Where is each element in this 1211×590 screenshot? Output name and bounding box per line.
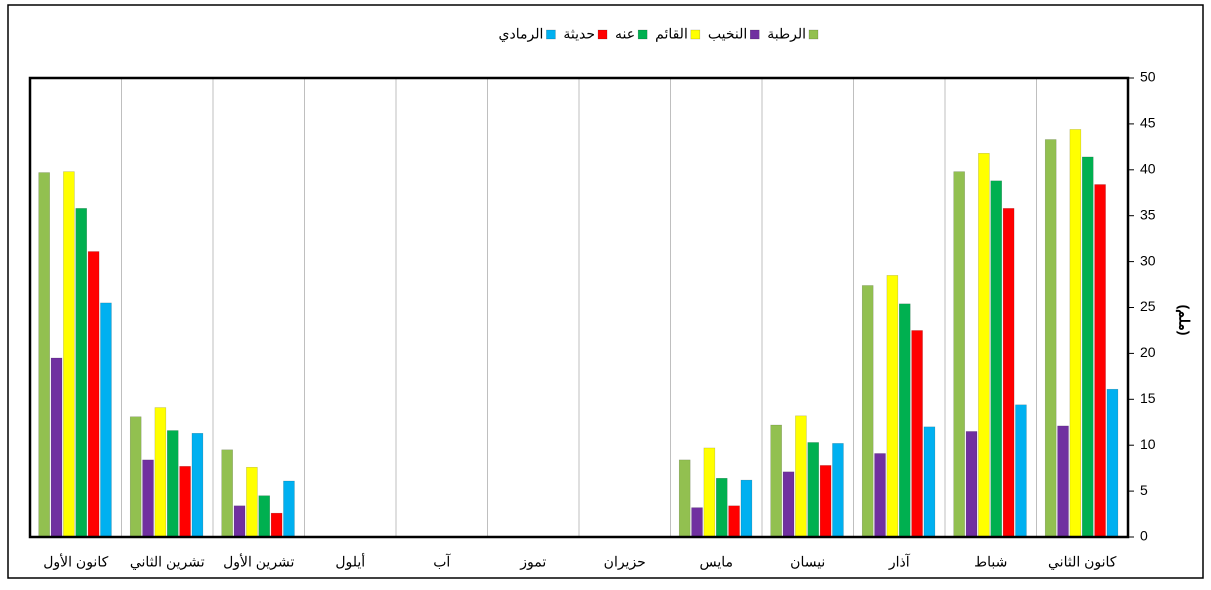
bar [703,447,716,538]
bar [965,431,978,538]
legend-swatch [749,29,760,40]
bar [270,512,283,538]
bar [1094,184,1106,538]
bar [819,465,832,538]
bar [142,459,154,538]
x-tick-label: كانون الأول [43,553,108,571]
bar [179,466,191,538]
bar [258,495,270,538]
bar [1044,139,1057,538]
y-tick-label: 40 [1140,161,1156,177]
bar [129,416,142,538]
bar [861,285,874,538]
bar [1106,388,1119,538]
bar [953,171,965,538]
bar [50,357,63,538]
bar [1057,425,1069,538]
x-tick-label: تشرين الأول [223,553,294,571]
bar [740,479,753,538]
x-tick-label: حزيران [604,554,646,571]
bar [923,426,936,538]
legend-label: الرمادي [499,26,544,43]
x-tick-label: أيلول [335,552,365,571]
bar [221,449,233,538]
y-tick-label: 15 [1140,390,1156,406]
bar [1002,208,1015,538]
bar [832,443,844,538]
bar [87,251,100,538]
bar [246,466,258,538]
bar [911,330,923,538]
legend-label: حديثة [563,26,595,42]
x-tick-label: آذار [888,553,911,571]
y-axis-label: (ملم) [1175,305,1192,336]
x-tick-label: تشرين الثاني [130,554,205,571]
legend-swatch [597,29,608,40]
y-tick-label: 0 [1140,528,1148,544]
bar [100,302,112,538]
bar [167,430,179,538]
bar [716,477,728,538]
y-tick-label: 5 [1140,482,1148,498]
bar [807,442,819,538]
legend-swatch [808,29,819,40]
y-tick-label: 20 [1140,344,1156,360]
bar [1069,129,1082,538]
x-tick-label: شباط [974,554,1007,570]
y-tick-label: 30 [1140,252,1156,268]
bar [678,459,691,538]
bar [283,480,295,538]
legend-label: عنه [615,26,635,42]
legend-swatch [546,29,556,40]
bar [990,180,1002,538]
bar [1082,156,1094,538]
bar [728,505,740,538]
y-tick-label: 35 [1140,206,1156,222]
bar [886,275,899,538]
bar [1015,404,1027,538]
bar [38,172,50,538]
bar [154,407,167,538]
y-tick-label: 50 [1140,69,1156,85]
bar [782,471,795,538]
plot-area-border [28,76,1130,539]
legend-swatch [637,29,648,40]
bar [233,505,246,538]
bar [691,507,703,538]
y-tick-label: 10 [1140,436,1156,452]
bar [191,433,204,538]
x-tick-label: تموز [519,554,546,571]
x-tick-label: آب [433,553,451,570]
x-tick-label: نيسان [790,554,825,570]
legend-swatch [690,29,701,40]
bar [795,415,807,538]
x-tick-label: كانون الثاني [1048,554,1117,571]
bar [874,453,886,538]
legend-label: النخيب [708,26,747,42]
bar [63,171,75,538]
x-tick-label: مايس [699,554,733,571]
y-tick-label: 25 [1140,298,1156,314]
bar [899,303,911,538]
legend-label: القائم [655,26,688,43]
bar [978,153,990,538]
y-tick-label: 45 [1140,115,1156,131]
bar [770,424,782,538]
legend-label: الرطبة [767,26,806,43]
bar [75,208,87,538]
